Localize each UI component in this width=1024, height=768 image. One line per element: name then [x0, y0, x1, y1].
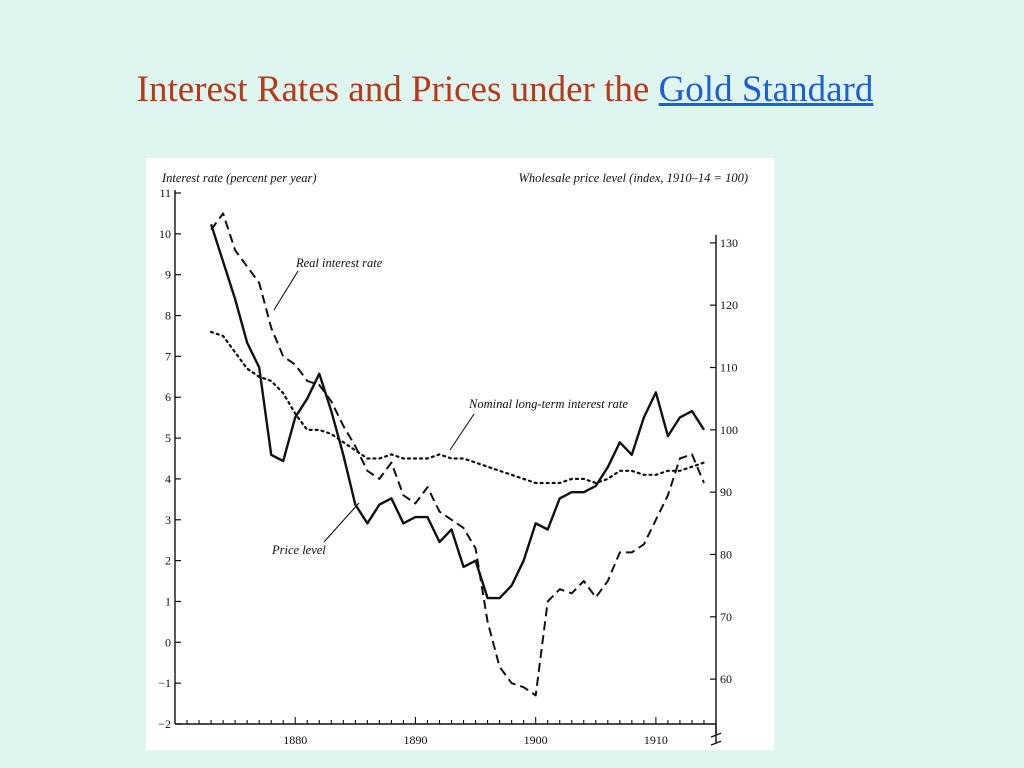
annotation-label: Price level	[271, 543, 326, 557]
slide-title: Interest Rates and Prices under the Gold…	[0, 68, 1010, 111]
slide-title-text: Interest Rates and Prices under the	[136, 69, 659, 110]
left-tick-label: 4	[165, 472, 171, 486]
annotation-leader	[273, 270, 299, 311]
chart-series	[209, 212, 706, 697]
right-tick-label: 70	[720, 610, 732, 624]
chart-figure: Interest rate (percent per year) Wholesa…	[146, 158, 774, 750]
series-line-real-interest-rate	[210, 212, 705, 697]
x-tick-label: 1890	[403, 733, 427, 747]
chart-annotations: Real interest rate Nominal long-term inte…	[271, 256, 628, 557]
left-tick-label: 6	[165, 390, 171, 404]
annotation-leader	[449, 413, 475, 451]
left-tick-label: 11	[159, 186, 171, 200]
axis-break-mark	[710, 732, 722, 738]
right-tick-label: 110	[720, 361, 738, 375]
left-tick-label: 0	[165, 635, 171, 649]
left-tick-label: 2	[165, 554, 171, 568]
x-tick-label: 1910	[644, 733, 668, 747]
annotation-leader	[323, 502, 360, 543]
right-tick-label: 130	[720, 236, 738, 250]
left-tick-label: −2	[158, 717, 171, 731]
right-tick-label: 80	[720, 547, 732, 561]
interest-rates-prices-chart: Interest rate (percent per year) Wholesa…	[158, 171, 748, 747]
series-line-nominal-long-term-interest-rate	[209, 330, 706, 485]
chart-axes: −2 −1 0 1 2 3 4 5 6 7 8 9 10 11 60 70 80 90 100 110 120 130 18…	[158, 186, 738, 747]
left-tick-label: 9	[165, 268, 171, 282]
axis-break-mark	[710, 740, 722, 746]
right-tick-label: 60	[720, 672, 732, 686]
right-tick-label: 120	[720, 298, 738, 312]
x-tick-label: 1880	[283, 733, 307, 747]
left-tick-label: 10	[159, 227, 171, 241]
left-tick-label: 1	[165, 594, 171, 608]
gold-standard-link[interactable]: Gold Standard	[658, 69, 874, 110]
right-tick-label: 90	[720, 485, 732, 499]
right-axis-title: Wholesale price level (index, 1910–14 = …	[518, 171, 748, 185]
annotation-label: Nominal long-term interest rate	[468, 397, 628, 411]
annotation-label: Real interest rate	[295, 256, 383, 270]
left-tick-label: 7	[165, 349, 171, 363]
x-tick-label: 1900	[524, 733, 548, 747]
left-tick-label: 8	[165, 309, 171, 323]
right-tick-label: 100	[720, 423, 738, 437]
left-tick-label: 5	[165, 431, 171, 445]
left-tick-label: −1	[158, 676, 171, 690]
left-tick-label: 3	[165, 513, 171, 527]
left-axis-title: Interest rate (percent per year)	[161, 171, 317, 185]
series-line-price-level	[209, 223, 706, 600]
